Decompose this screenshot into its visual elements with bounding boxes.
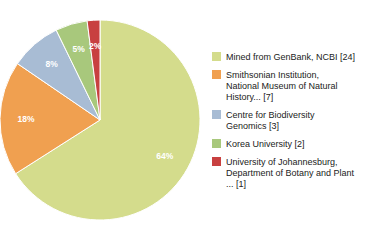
legend-swatch <box>212 70 221 79</box>
legend-label: University of Johannesburg,Department of… <box>226 157 355 189</box>
legend-label: Centre for BiodiversityGenomics [3] <box>226 110 315 131</box>
data-label: 2% <box>89 41 102 51</box>
legend-swatch <box>212 139 221 148</box>
data-label: 64% <box>156 151 173 161</box>
data-label: 8% <box>45 59 58 69</box>
legend-swatch <box>212 52 221 61</box>
data-label: 18% <box>18 114 35 124</box>
legend-swatch <box>212 110 221 119</box>
chart-container: 64% 18% 8% 5%2% Mined from GenBank, NCBI [24… <box>0 0 380 240</box>
legend-label: Smithsonian Institution,National Museum … <box>226 70 338 102</box>
chart: 64% 18% 8% 5%2% Mined from GenBank, NCBI [24… <box>0 0 380 240</box>
data-labels: 64% 18% 8% 5%2% <box>18 41 174 160</box>
legend-swatch <box>212 157 221 166</box>
legend-label: Mined from GenBank, NCBI [24] <box>226 52 355 62</box>
legend-label: Korea University [2] <box>226 139 305 149</box>
pie-slice <box>87 20 100 120</box>
legend: Mined from GenBank, NCBI [24] Smithsonian… <box>212 52 355 189</box>
slices <box>0 20 200 220</box>
data-label: 5% <box>73 44 86 54</box>
pie-slice <box>56 21 100 120</box>
